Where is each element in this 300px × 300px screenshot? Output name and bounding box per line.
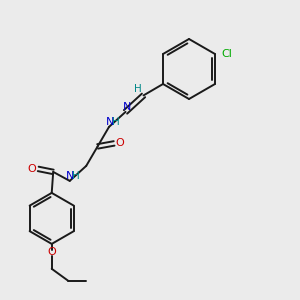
Text: O: O bbox=[28, 164, 37, 174]
Text: N: N bbox=[105, 117, 114, 128]
Text: O: O bbox=[116, 138, 124, 148]
Text: N: N bbox=[123, 101, 131, 112]
Text: N: N bbox=[66, 171, 74, 182]
Text: H: H bbox=[112, 117, 119, 128]
Text: H: H bbox=[134, 84, 142, 94]
Text: H: H bbox=[72, 171, 80, 182]
Text: O: O bbox=[47, 247, 56, 257]
Text: Cl: Cl bbox=[222, 49, 232, 59]
